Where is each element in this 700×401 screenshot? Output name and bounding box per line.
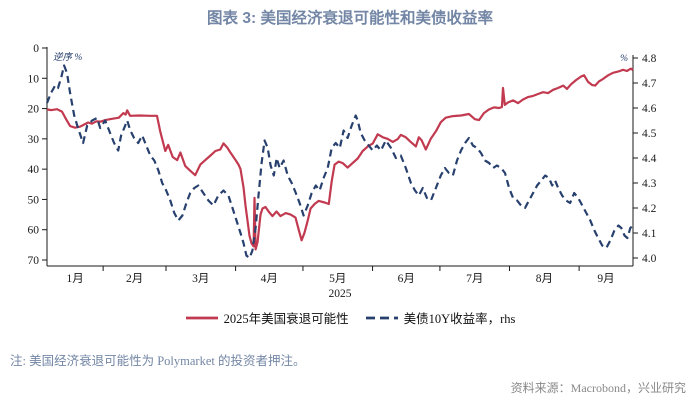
tick-label: 8月 xyxy=(536,273,553,285)
legend-label-yield: 美债10Y收益率，rhs xyxy=(403,312,516,326)
tick-label: 9月 xyxy=(597,273,614,285)
tick-label: 4.5 xyxy=(642,128,657,140)
tick-label: 逆序 % xyxy=(53,51,82,63)
treasury-yield-line xyxy=(45,64,634,260)
tick-label: 7月 xyxy=(466,273,483,285)
tick-label: 2025 xyxy=(329,288,352,300)
tick-label: 10 xyxy=(28,73,40,85)
tick-label: 4月 xyxy=(261,273,278,285)
tick-label: 6月 xyxy=(398,273,415,285)
tick-label: 2月 xyxy=(126,273,143,285)
tick-label: 4.4 xyxy=(642,153,657,165)
legend-item-recession: 2025年美国衰退可能性 xyxy=(185,308,349,327)
tick-label: 4.0 xyxy=(642,253,657,265)
tick-label: 1月 xyxy=(66,273,83,285)
footnote: 注: 美国经济衰退可能性为 Polymarket 的投资者押注。 xyxy=(10,354,306,368)
tick-label: % xyxy=(620,54,628,64)
legend: 2025年美国衰退可能性 美债10Y收益率，rhs xyxy=(0,308,700,327)
chart-title: 图表 3: 美国经济衰退可能性和美债收益率 xyxy=(207,10,493,27)
tick-label: 40 xyxy=(28,164,40,176)
tick-label: 4.8 xyxy=(642,53,657,65)
tick-label: 3月 xyxy=(192,273,209,285)
tick-label: 60 xyxy=(28,225,40,237)
red-line-swatch xyxy=(185,316,218,319)
tick-label: 4.7 xyxy=(642,78,657,90)
tick-label: 4.6 xyxy=(642,103,657,115)
recession-probability-line xyxy=(46,67,634,251)
legend-item-yield: 美债10Y收益率，rhs xyxy=(365,308,516,327)
tick-label: 70 xyxy=(28,255,40,267)
tick-label: 4.1 xyxy=(642,228,657,240)
tick-label: 20 xyxy=(28,104,40,116)
source-credit: 资料来源：Macrobond，兴业研究 xyxy=(510,381,686,395)
tick-label: 4.3 xyxy=(642,178,657,190)
tick-label: 0 xyxy=(33,43,39,55)
tick-label: 4.2 xyxy=(642,203,657,215)
tick-label: 50 xyxy=(28,194,40,206)
legend-label-recession: 2025年美国衰退可能性 xyxy=(223,312,349,326)
tick-label: 5月 xyxy=(329,273,346,285)
navy-dashed-swatch xyxy=(365,316,398,319)
tick-label: 30 xyxy=(28,134,40,146)
